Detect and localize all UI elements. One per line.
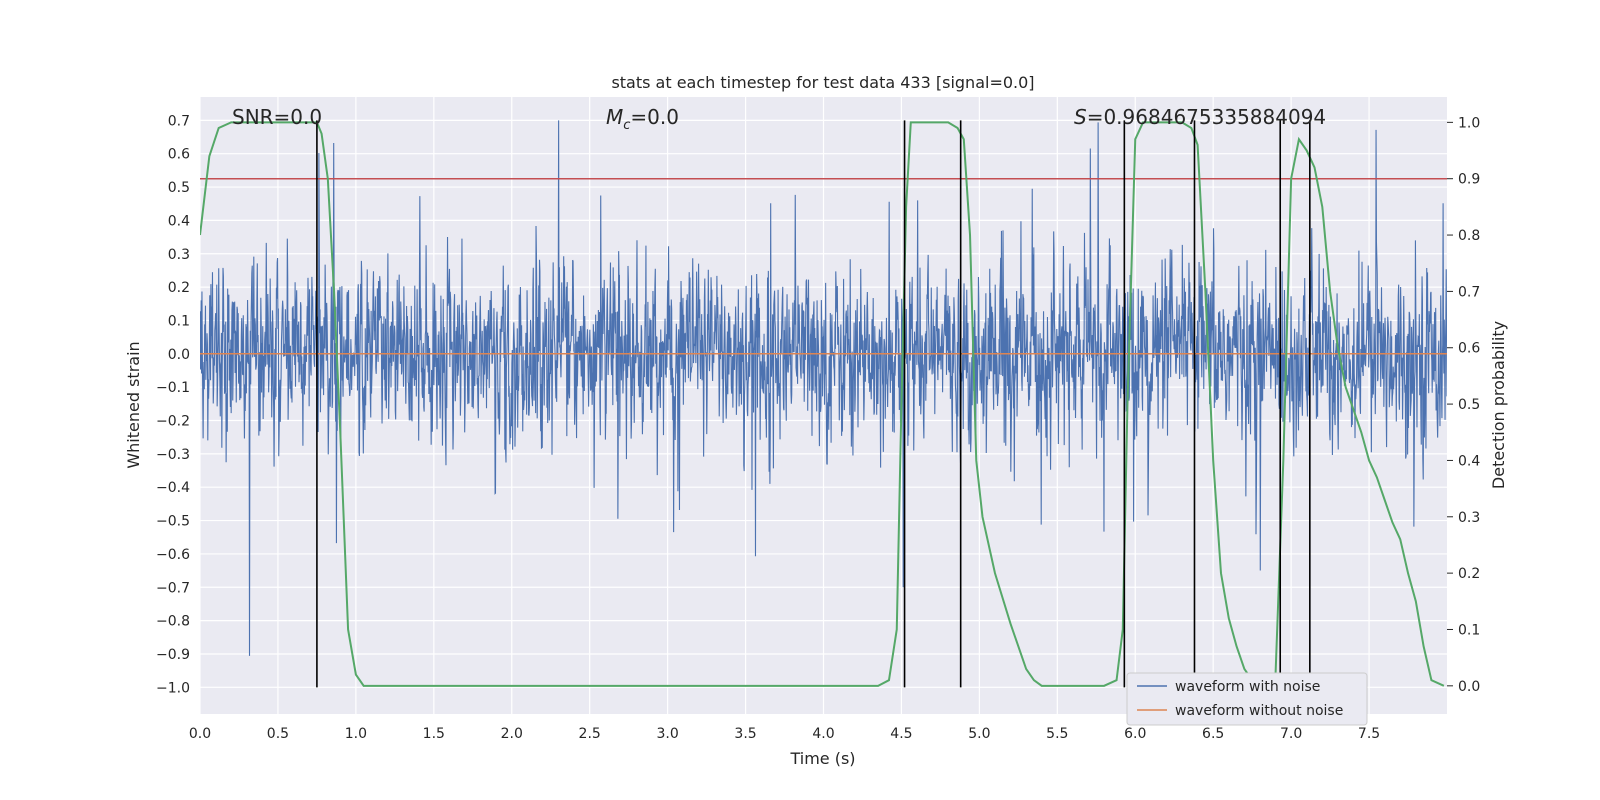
- y-axis-label: Whitened strain: [124, 341, 143, 468]
- y-tick-label: 0.5: [168, 180, 190, 196]
- x-tick-label: 5.0: [968, 726, 990, 742]
- y2-tick-label: 1.0: [1458, 115, 1480, 131]
- y2-tick-label: 0.4: [1458, 453, 1480, 469]
- y2-tick-label: 0.6: [1458, 341, 1480, 357]
- chart-title: stats at each timestep for test data 433…: [611, 73, 1034, 92]
- annotation-chirp-mass-value: =0.0: [630, 105, 679, 129]
- series-waveform-with-noise: [200, 120, 1447, 656]
- x-tick-label: 0.0: [189, 726, 211, 742]
- legend-box: [1126, 672, 1368, 726]
- y-tick-label: −1.0: [156, 680, 190, 696]
- x-tick-label: 1.5: [423, 726, 445, 742]
- x-tick-label: 2.5: [579, 726, 601, 742]
- x-tick-label: 4.0: [812, 726, 834, 742]
- annotation-snr: SNR=0.0: [232, 105, 322, 129]
- x-tick-label: 6.0: [1124, 726, 1146, 742]
- annotation-chirp-mass: Mc=0.0: [606, 105, 679, 133]
- y2-tick-label: 0.3: [1458, 510, 1480, 526]
- y-tick-label: 0.7: [168, 113, 190, 129]
- y2-tick-label: 0.2: [1458, 566, 1480, 582]
- y-tick-label: 0.6: [168, 147, 190, 163]
- y-tick-label: −0.6: [156, 547, 190, 563]
- y2-tick-label: 0.9: [1458, 172, 1480, 188]
- x-tick-label: 2.0: [501, 726, 523, 742]
- y-tick-label: −0.3: [156, 447, 190, 463]
- x-tick-label: 0.5: [267, 726, 289, 742]
- y2-tick-label: 0.8: [1458, 228, 1480, 244]
- x-tick-label: 7.5: [1358, 726, 1380, 742]
- y-tick-label: −0.9: [156, 647, 190, 663]
- x-tick-label: 7.0: [1280, 726, 1302, 742]
- x-axis-label: Time (s): [789, 749, 855, 768]
- legend: waveform with noise waveform without noi…: [1126, 672, 1368, 726]
- y-tick-label: 0.0: [168, 347, 190, 363]
- annotation-score-value: =0.9684675335884094: [1087, 105, 1326, 129]
- annotation-score-symbol: S: [1074, 105, 1087, 129]
- legend-label-noisy: waveform with noise: [1175, 679, 1320, 695]
- y-tick-label: −0.7: [156, 580, 190, 596]
- annotation-chirp-mass-symbol: M: [606, 105, 623, 129]
- x-tick-label: 5.5: [1046, 726, 1068, 742]
- x-tick-label: 6.5: [1202, 726, 1224, 742]
- y-tick-label: −0.1: [156, 380, 190, 396]
- y-tick-label: −0.2: [156, 414, 190, 430]
- legend-label-clean: waveform without noise: [1175, 703, 1343, 719]
- y2-axis-label: Detection probability: [1489, 321, 1508, 489]
- y2-tick-label: 0.0: [1458, 679, 1480, 695]
- y2-tick-label: 0.7: [1458, 284, 1480, 300]
- detection-probability-line: [200, 121, 1445, 687]
- y-tick-label: −0.4: [156, 480, 190, 496]
- y2-tick-label: 0.5: [1458, 397, 1480, 413]
- y-tick-label: 0.1: [168, 313, 190, 329]
- x-tick-label: 4.5: [890, 726, 912, 742]
- y-tick-label: −0.8: [156, 614, 190, 630]
- annotation-chirp-mass-subscript: c: [623, 118, 630, 133]
- x-tick-label: 1.0: [345, 726, 367, 742]
- y2-tick-label: 0.1: [1458, 622, 1480, 638]
- x-tick-label: 3.0: [656, 726, 678, 742]
- y-tick-label: 0.3: [168, 247, 190, 263]
- x-tick-label: 3.5: [734, 726, 756, 742]
- y-tick-label: −0.5: [156, 514, 190, 530]
- y-tick-label: 0.4: [168, 213, 190, 229]
- y-tick-label: 0.2: [168, 280, 190, 296]
- annotation-score: S=0.9684675335884094: [1074, 105, 1326, 129]
